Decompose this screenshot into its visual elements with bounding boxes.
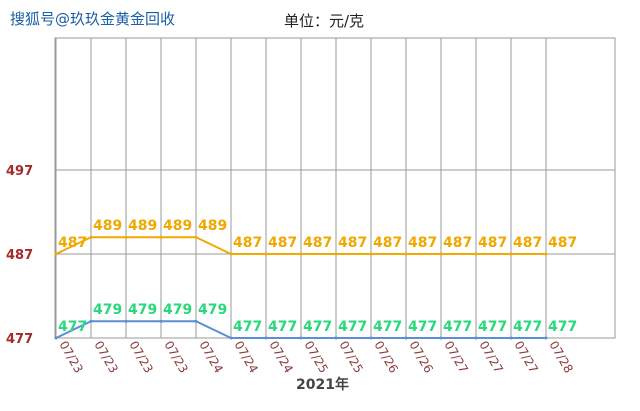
data-point — [299, 252, 303, 256]
x-tick-label: 07/27 — [476, 339, 505, 376]
data-point — [439, 252, 443, 256]
x-tick-label: 07/24 — [196, 339, 225, 376]
data-point — [299, 336, 303, 340]
data-label: 477 — [373, 319, 402, 335]
data-label: 477 — [548, 319, 577, 335]
data-label: 487 — [268, 235, 297, 251]
data-label: 479 — [198, 302, 227, 318]
y-tick-label: 487 — [6, 248, 33, 263]
x-tick-label: 07/23 — [91, 339, 120, 376]
x-tick-label: 07/24 — [231, 339, 260, 376]
data-label: 489 — [198, 218, 227, 234]
data-label: 487 — [233, 235, 262, 251]
data-point — [124, 235, 128, 239]
y-tick-label: 477 — [6, 332, 33, 347]
x-tick-label: 07/24 — [266, 339, 295, 376]
data-point — [544, 336, 548, 340]
data-label: 487 — [338, 235, 367, 251]
data-label: 477 — [338, 319, 367, 335]
watermark: 搜狐号@玖玖金黄金回收 — [10, 10, 176, 28]
data-label: 487 — [478, 235, 507, 251]
data-point — [229, 252, 233, 256]
x-tick-label: 07/28 — [546, 339, 575, 376]
data-label: 477 — [478, 319, 507, 335]
data-label: 489 — [93, 218, 122, 234]
x-tick-label: 07/25 — [336, 339, 365, 376]
data-label: 489 — [163, 218, 192, 234]
data-label: 487 — [548, 235, 577, 251]
x-tick-label: 07/23 — [161, 339, 190, 376]
data-label: 489 — [128, 218, 157, 234]
data-label: 477 — [443, 319, 472, 335]
unit-label: 单位：元/克 — [284, 12, 365, 30]
data-label: 477 — [268, 319, 297, 335]
x-tick-label: 07/26 — [371, 339, 400, 376]
x-tick-label: 07/26 — [406, 339, 435, 376]
data-label: 487 — [443, 235, 472, 251]
data-point — [404, 336, 408, 340]
data-label: 477 — [233, 319, 262, 335]
data-label: 477 — [58, 319, 87, 335]
data-point — [124, 319, 128, 323]
data-point — [509, 252, 513, 256]
data-point — [194, 319, 198, 323]
data-point — [264, 336, 268, 340]
data-label: 477 — [408, 319, 437, 335]
x-tick-label: 07/23 — [126, 339, 155, 376]
data-point — [89, 235, 93, 239]
data-point — [264, 252, 268, 256]
x-tick-label: 07/23 — [56, 339, 85, 376]
data-point — [474, 336, 478, 340]
data-point — [474, 252, 478, 256]
data-point — [439, 336, 443, 340]
data-label: 479 — [163, 302, 192, 318]
data-label: 477 — [513, 319, 542, 335]
data-label: 477 — [303, 319, 332, 335]
data-label: 487 — [58, 235, 87, 251]
data-point — [194, 235, 198, 239]
x-tick-label: 07/27 — [441, 339, 470, 376]
data-label: 487 — [513, 235, 542, 251]
data-point — [229, 336, 233, 340]
data-label: 487 — [373, 235, 402, 251]
data-point — [54, 252, 58, 256]
plot-frame — [54, 37, 616, 339]
data-label: 487 — [303, 235, 332, 251]
data-point — [159, 235, 163, 239]
data-point — [404, 252, 408, 256]
x-tick-label: 07/27 — [511, 339, 540, 376]
x-tick-label: 07/25 — [301, 339, 330, 376]
data-point — [89, 319, 93, 323]
data-point — [159, 319, 163, 323]
data-label: 479 — [93, 302, 122, 318]
data-point — [334, 252, 338, 256]
x-axis-label: 2021年 — [296, 377, 349, 393]
data-point — [509, 336, 513, 340]
y-tick-label: 497 — [6, 164, 33, 179]
data-label: 479 — [128, 302, 157, 318]
data-point — [369, 336, 373, 340]
data-point — [334, 336, 338, 340]
data-label: 487 — [408, 235, 437, 251]
data-point — [369, 252, 373, 256]
data-point — [54, 336, 58, 340]
data-point — [544, 252, 548, 256]
